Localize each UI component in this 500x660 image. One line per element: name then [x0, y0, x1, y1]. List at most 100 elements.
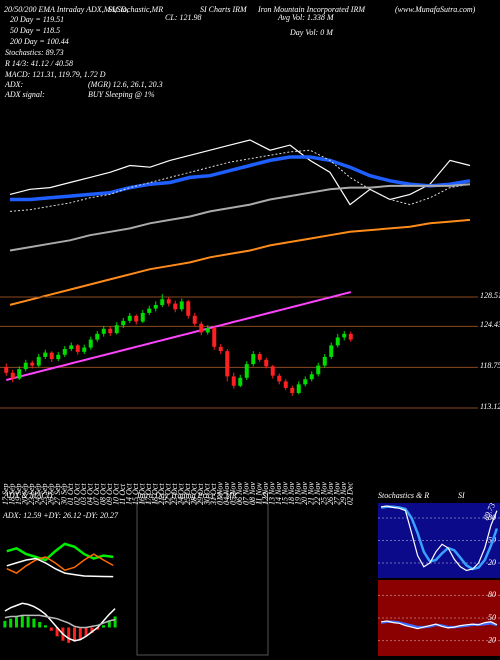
panel-title: Stochastics & R: [378, 491, 429, 500]
candle-body: [134, 315, 139, 322]
x-tick-label: 15 Nov: [281, 482, 290, 505]
candle-body: [348, 333, 353, 340]
annotation: Stochastics: 89.73: [5, 48, 64, 57]
histogram-bar: [96, 627, 100, 630]
y-tick-label: 128.51: [480, 291, 500, 300]
candle-body: [186, 301, 191, 316]
candle-body: [173, 303, 178, 310]
y-tick-label: 113.12: [480, 402, 500, 411]
y-tick-label: 124.43: [480, 320, 500, 329]
candle-body: [257, 354, 262, 360]
y-tick-label: 80: [488, 513, 496, 522]
x-tick-label: 20 Sep: [21, 483, 30, 505]
histogram-bar: [32, 618, 36, 628]
annotation: Iron Mountain Incorporated IRM: [257, 5, 366, 14]
candle-body: [4, 367, 9, 373]
x-tick-label: 12 Nov: [261, 482, 270, 505]
candle-body: [62, 348, 67, 355]
candle-body: [114, 325, 119, 334]
candle-body: [303, 379, 308, 385]
annotation: 50 Day = 118.5: [10, 26, 60, 35]
line-series: [381, 620, 498, 630]
annotation: MACD: 121.31, 119.79, 1.72 D: [4, 70, 106, 79]
x-tick-label: 24 Sep: [34, 483, 43, 505]
x-tick-label: 16 Oct: [138, 483, 147, 505]
candle-body: [192, 315, 197, 324]
annotation: (www.MunafaSutra.com): [395, 5, 476, 14]
candle-body: [10, 372, 15, 379]
candle-body: [342, 333, 347, 338]
annotation: ADX signal:: [4, 90, 45, 99]
x-tick-label: 09 Oct: [105, 483, 114, 505]
annotation: Avg Vol: 1.338 M: [277, 13, 335, 22]
x-tick-label: 28 Oct: [190, 483, 199, 505]
x-tick-label: 21 Oct: [157, 483, 166, 505]
x-tick-label: 10 Oct: [112, 483, 121, 505]
x-tick-label: 24 Oct: [177, 483, 186, 505]
x-tick-label: 26 Nov: [326, 482, 335, 505]
histogram-bar: [84, 627, 88, 637]
x-tick-label: 01 Oct: [66, 483, 75, 505]
candle-body: [264, 359, 269, 367]
line-series: [6, 553, 114, 574]
candle-body: [160, 299, 165, 305]
x-tick-label: 30 Oct: [203, 483, 212, 506]
x-tick-label: 27 Sep: [53, 483, 62, 505]
histogram-bar: [9, 618, 13, 628]
candle-body: [309, 374, 314, 380]
x-tick-label: 19 Nov: [294, 482, 303, 505]
x-tick-label: 29 Oct: [196, 483, 205, 505]
x-tick-label: 18 Oct: [151, 483, 160, 505]
candle-body: [82, 347, 87, 352]
line-series: [6, 557, 114, 578]
y-tick-label: 20: [488, 558, 496, 567]
x-tick-label: 08 Oct: [99, 483, 108, 505]
x-tick-label: 11 Oct: [118, 483, 127, 505]
x-tick-label: 02 Dec: [346, 482, 355, 505]
line-series: [380, 505, 499, 571]
annotation: SI Charts IRM: [200, 5, 248, 14]
line-series: [9, 139, 471, 206]
candle-body: [23, 362, 28, 370]
x-tick-label: 11 Nov: [255, 482, 264, 505]
x-tick-label: 01 Nov: [216, 482, 225, 505]
y-tick-label: 20: [488, 636, 496, 645]
x-tick-label: 06 Nov: [235, 482, 244, 505]
histogram-bar: [73, 627, 76, 642]
x-tick-label: 17 Oct: [144, 483, 153, 505]
annotation: SI: [262, 491, 269, 500]
x-tick-label: 23 Sep: [27, 483, 36, 505]
candle-body: [95, 333, 100, 340]
candle-body: [153, 304, 158, 309]
annotation: SI,Stochastic,MR: [108, 5, 163, 14]
annotation: Intra Day Trading Price & MR: [136, 491, 237, 500]
x-tick-label: 04 Oct: [86, 483, 95, 505]
candle-body: [296, 384, 301, 393]
candle-body: [101, 328, 106, 334]
line-series: [10, 155, 471, 202]
histogram-bar: [44, 625, 47, 628]
annotation: ADX:: [4, 80, 24, 89]
candle-body: [322, 356, 327, 366]
x-tick-label: 02 Oct: [73, 483, 82, 505]
candle-body: [49, 352, 54, 360]
annotation: CL: 121.98: [165, 13, 201, 22]
line-series: [381, 505, 498, 572]
x-tick-label: 14 Nov: [274, 482, 283, 505]
histogram-bar: [107, 620, 111, 628]
histogram-bar: [113, 616, 117, 628]
candle-body: [17, 369, 22, 379]
panel-title: ADX & MACD: [3, 491, 53, 500]
x-tick-label: 30 Sep: [60, 483, 69, 506]
intraday-panel: [136, 501, 269, 656]
x-tick-label: 08 Nov: [248, 482, 257, 505]
line-series: [6, 542, 114, 562]
x-tick-label: 18 Sep: [8, 483, 17, 505]
x-tick-label: 17 Sep: [1, 483, 10, 505]
candle-body: [147, 308, 152, 313]
candle-body: [244, 364, 249, 378]
x-tick-label: 27 Nov: [333, 482, 342, 505]
x-tick-label: 14 Oct: [125, 483, 134, 505]
candle-body: [238, 377, 243, 386]
candle-body: [121, 320, 126, 326]
